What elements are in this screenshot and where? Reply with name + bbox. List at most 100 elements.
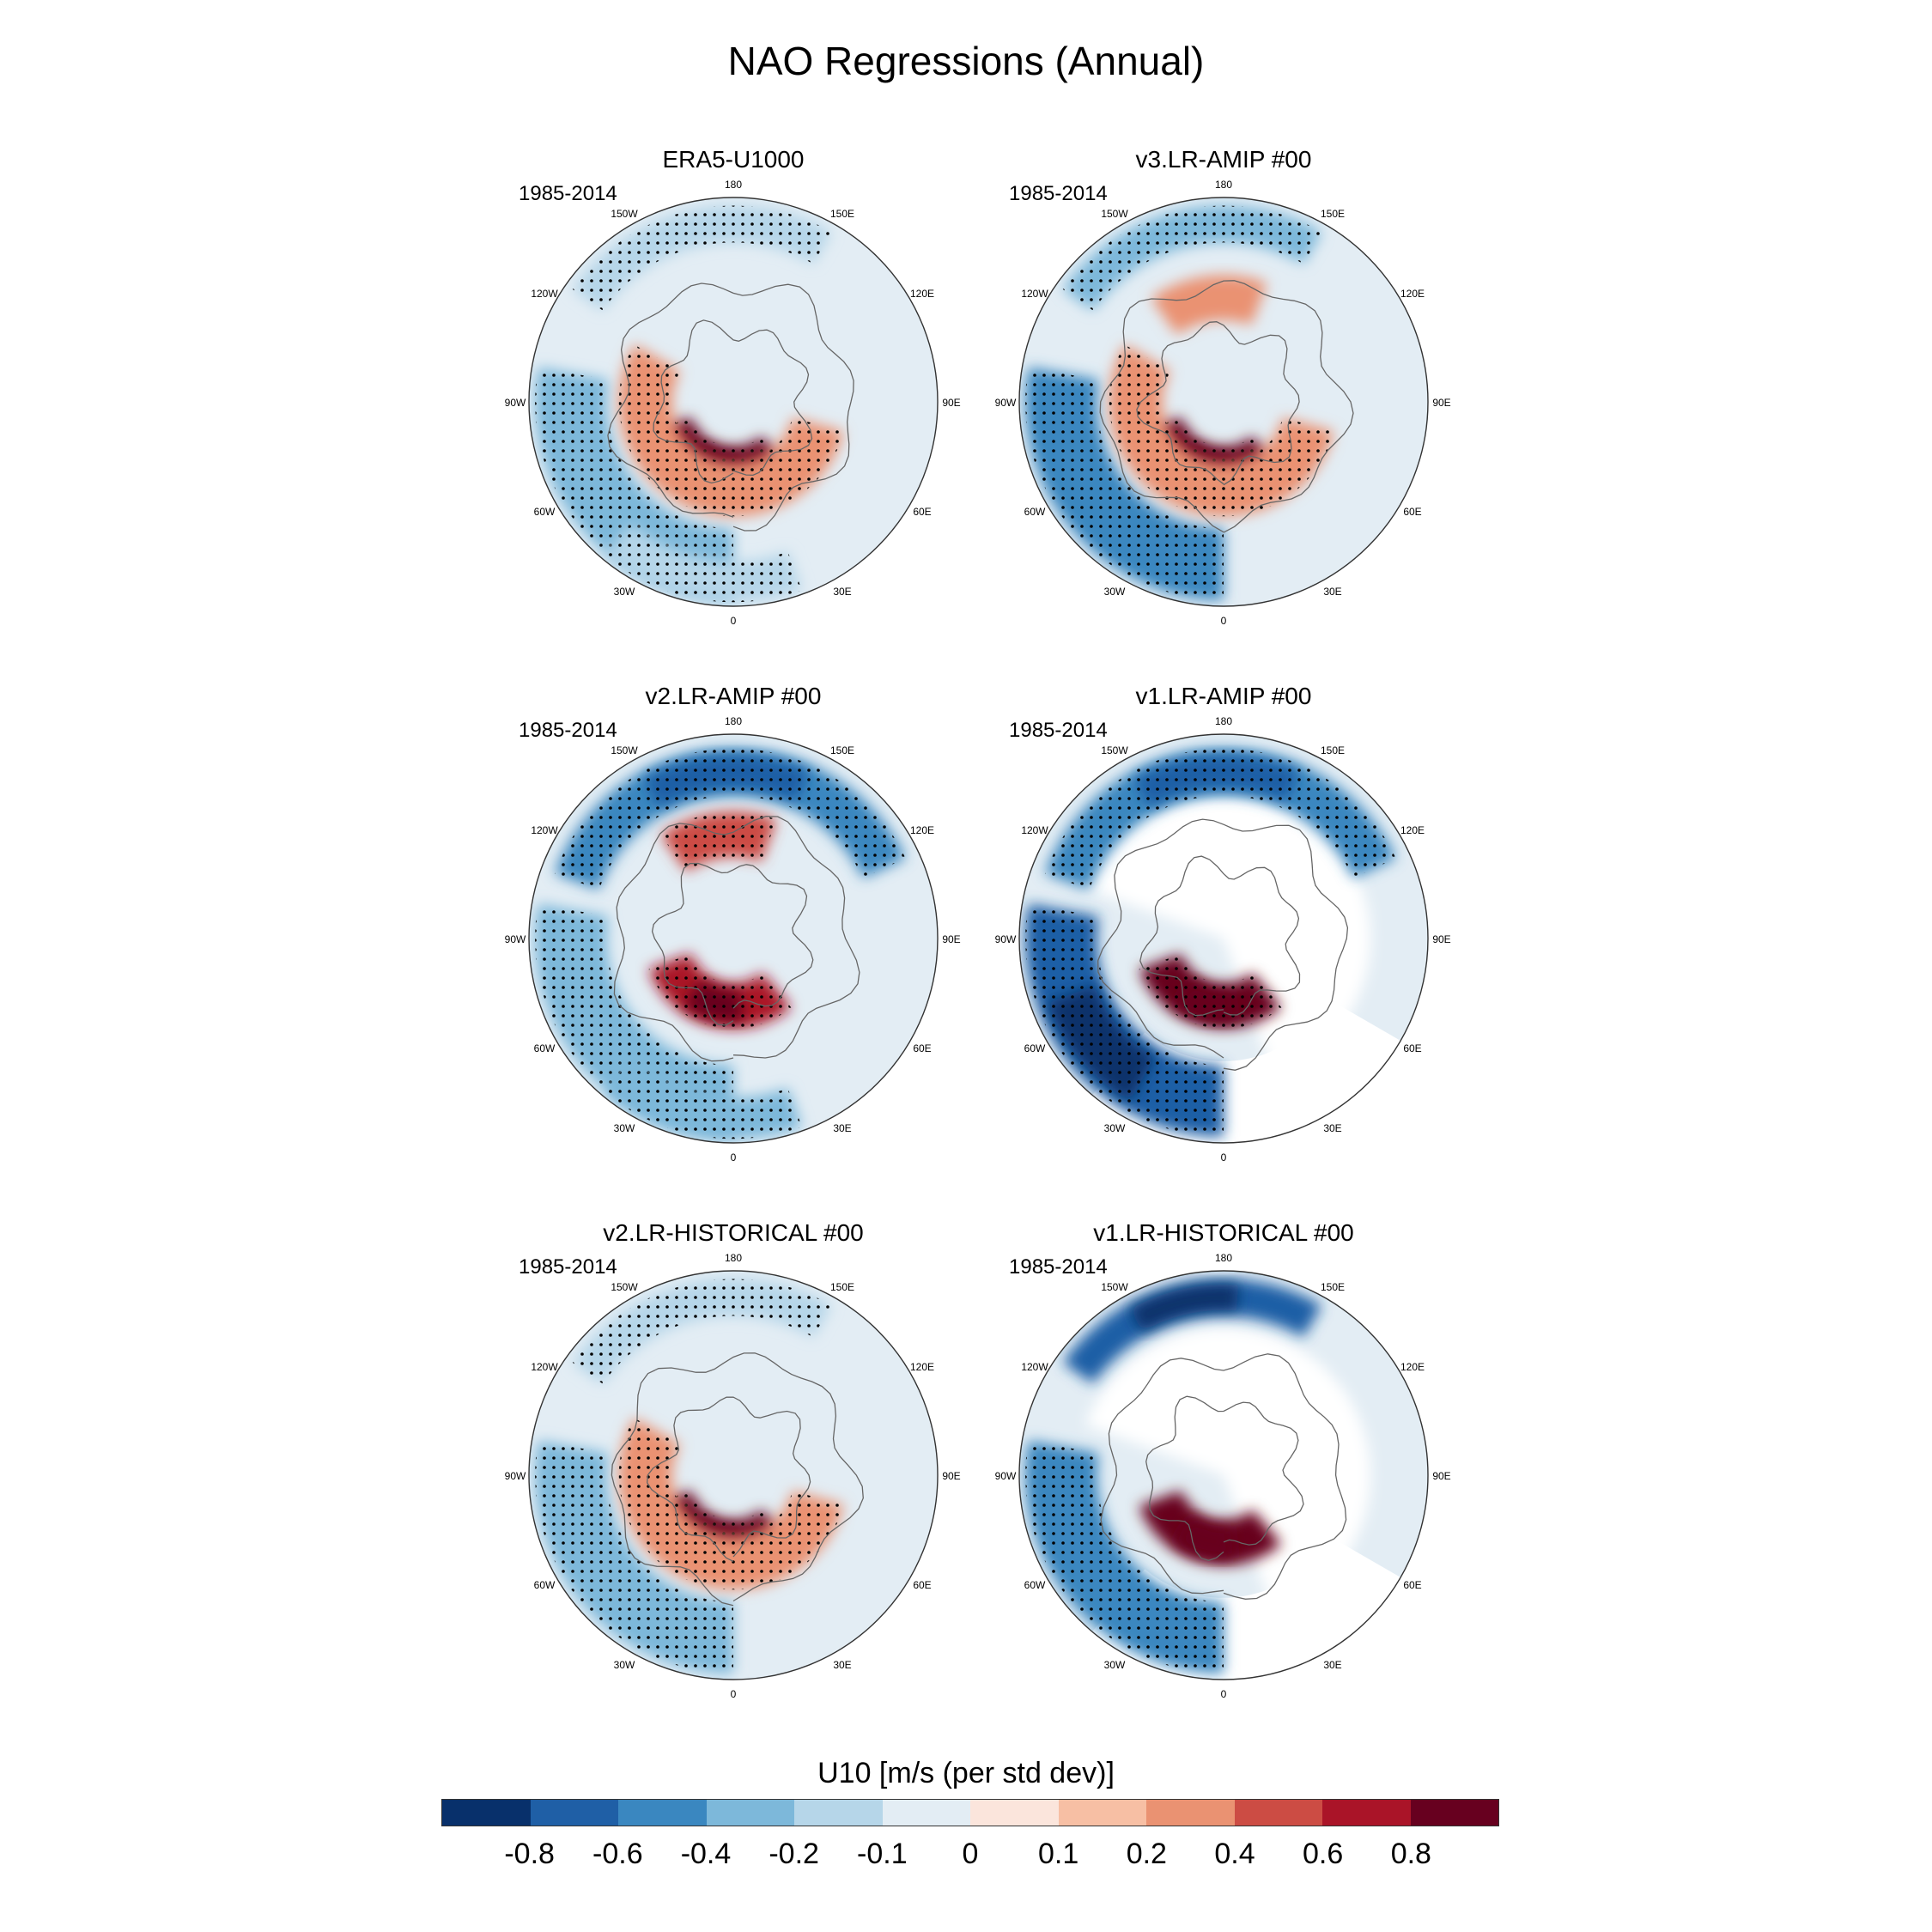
panel-period: 1985-2014 [1009,1255,1108,1279]
significance-stippling [1045,748,1396,890]
longitude-label: 90W [505,1470,526,1482]
longitude-label: 120W [531,1361,558,1373]
longitude-label: 60W [534,1042,556,1054]
colorbar-swatch [1410,1800,1498,1826]
map-panel-era5-u1000: ERA5-U1000 1985-2014 180 150E 120E 90E 60E 30… [476,146,991,627]
longitude-label: 120W [531,824,558,836]
polar-map: 180 150E 120E 90E 60E 30E 0 30W 60W 90W 120W 150W [505,1252,961,1700]
map-field [529,734,938,1143]
longitude-label: 30W [614,1122,635,1134]
longitude-label: 60E [1403,506,1421,518]
polar-map: 180 150E 120E 90E 60E 30E 0 30W 60W 90W 120W 150W [995,179,1451,627]
longitude-label: 90W [995,933,1017,945]
longitude-label: 60W [1024,1579,1046,1591]
longitude-label: 60W [1024,506,1046,518]
panel-title: ERA5-U1000 [662,146,805,173]
significance-stippling [1062,205,1322,311]
significance-stippling [648,953,792,1029]
longitude-label: 60E [1403,1579,1421,1591]
colorbar-tick-label: -0.8 [504,1838,555,1870]
longitude-label: 120W [1021,1361,1048,1373]
map-field [1019,197,1428,606]
longitude-label: 60E [913,1579,931,1591]
colorbar-swatch [1058,1800,1146,1826]
longitude-label: 180 [725,715,742,727]
significance-stippling [535,903,733,1137]
panel-period: 1985-2014 [519,1255,617,1279]
colorbar-swatch [442,1800,531,1826]
colorbar-tick-label: -0.6 [592,1838,643,1870]
longitude-label: 150W [611,1281,638,1293]
map-boundary [528,1270,939,1680]
longitude-label: 30E [1323,1659,1341,1671]
longitude-label: 30E [833,586,851,598]
map-field [1019,734,1428,1143]
significance-stippling [605,524,802,603]
longitude-label: 0 [731,1688,737,1700]
map-boundary [1018,733,1429,1144]
map-panel-v3-lr-amip: v3.LR-AMIP #00 1985-2014 180 150E 120E 90E 6… [966,146,1481,627]
polar-map: 180 150E 120E 90E 60E 30E 0 30W 60W 90W 120W 150W [995,715,1451,1163]
longitude-label: 90W [995,397,1017,409]
colorbar-tick-label: 0 [962,1838,979,1870]
panel-period: 1985-2014 [519,719,617,742]
figure-title: NAO Regressions (Annual) [727,39,1205,83]
longitude-label: 150W [1101,208,1128,220]
longitude-label: 30W [614,586,635,598]
longitude-label: 60W [534,1579,556,1591]
coastlines [1099,280,1354,533]
significance-stippling [1139,953,1282,1029]
colorbar-swatch [1234,1800,1322,1826]
longitude-label: 150E [830,744,854,756]
colorbar-swatch [530,1800,618,1826]
colorbar-tick-label: 0.2 [1126,1838,1167,1870]
longitude-label: 120W [1021,288,1048,300]
coastlines [613,815,860,1062]
longitude-label: 90E [1432,933,1450,945]
significance-stippling [660,811,777,872]
longitude-label: 120E [1400,824,1425,836]
longitude-label: 90W [505,397,526,409]
longitude-label: 120E [1400,288,1425,300]
map-boundary [1018,197,1429,607]
map-field [529,1271,938,1680]
significance-stippling [1025,367,1224,600]
significance-stippling [572,1279,832,1384]
anomaly-pos-region [1151,275,1267,335]
longitude-label: 120E [1400,1361,1425,1373]
longitude-label: 30W [1104,1122,1126,1134]
colorbar-swatch [1146,1800,1235,1826]
longitude-label: 30E [1323,1122,1341,1134]
panel-period: 1985-2014 [1009,182,1108,205]
colorbar-swatch [882,1800,970,1826]
longitude-label: 120E [910,824,934,836]
longitude-label: 30E [1323,586,1341,598]
longitude-label: 90W [505,933,526,945]
panel-title: v2.LR-AMIP #00 [645,683,822,709]
longitude-label: 90E [1432,397,1450,409]
map-boundary [1018,1270,1429,1680]
significance-stippling [555,748,906,890]
significance-stippling [535,367,733,600]
colorbar-swatch [1322,1800,1411,1826]
colorbar [441,1799,1499,1826]
longitude-label: 60W [534,506,556,518]
colorbar-tick-label: -0.4 [680,1838,732,1870]
panel-title: v3.LR-AMIP #00 [1135,146,1312,173]
panel-title: v1.LR-HISTORICAL #00 [1093,1219,1354,1246]
longitude-label: 30E [833,1122,851,1134]
longitude-label: 150E [1321,208,1345,220]
longitude-label: 120W [1021,824,1048,836]
coastlines [607,283,854,532]
longitude-label: 30W [1104,1659,1126,1671]
longitude-label: 180 [1215,1252,1232,1264]
longitude-label: 150E [1321,1281,1345,1293]
longitude-label: 150E [830,1281,854,1293]
longitude-label: 30W [614,1659,635,1671]
coastlines [1097,818,1349,1071]
map-field [1019,1271,1428,1680]
longitude-label: 0 [1221,1151,1227,1163]
longitude-label: 90E [942,933,960,945]
polar-map: 180 150E 120E 90E 60E 30E 0 30W 60W 90W 120W 150W [505,179,961,627]
panel-title: v2.LR-HISTORICAL #00 [603,1219,864,1246]
